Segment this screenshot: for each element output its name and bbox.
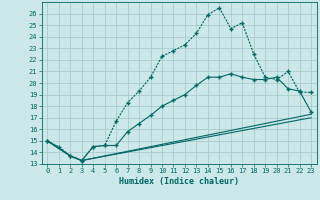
X-axis label: Humidex (Indice chaleur): Humidex (Indice chaleur) [119,177,239,186]
